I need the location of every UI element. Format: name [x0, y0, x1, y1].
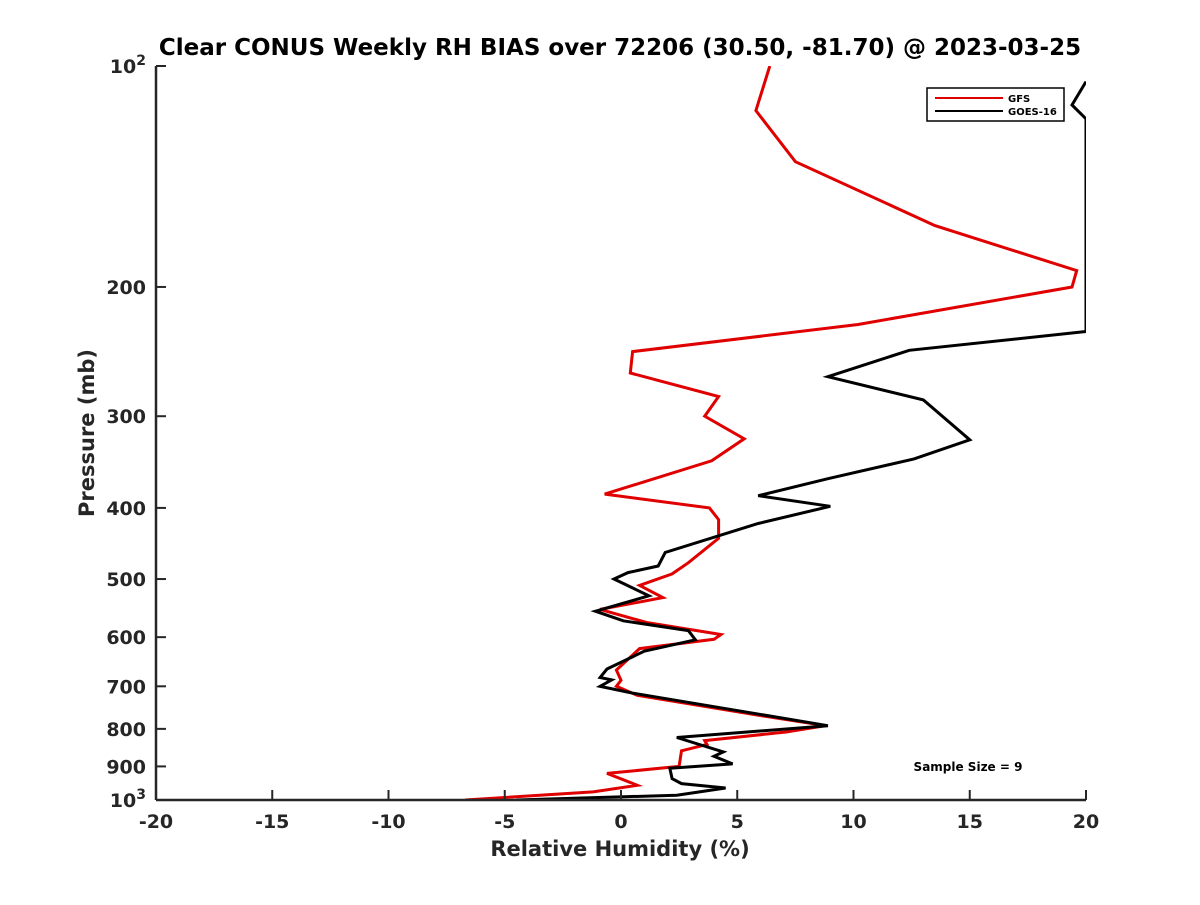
legend-label-gfs: GFS: [1008, 94, 1030, 105]
legend-label-goes16: GOES-16: [1008, 107, 1057, 118]
x-ticks: -20 -15 -10 -5 0 5 10 15 20: [139, 790, 1099, 833]
x-tick-label: 5: [731, 811, 744, 833]
y-tick-label: 700: [106, 676, 146, 698]
y-ticks: 102 200 300 400 500 600 700 800 900 103: [106, 53, 166, 812]
sample-size-annotation: Sample Size = 9: [914, 760, 1023, 774]
x-tick-label: -20: [139, 811, 173, 833]
y-tick-label: 400: [106, 498, 146, 520]
chart-title: Clear CONUS Weekly RH BIAS over 72206 (3…: [159, 35, 1081, 61]
y-axis-label: Pressure (mb): [75, 349, 99, 517]
x-tick-label: -5: [494, 811, 515, 833]
y-tick-label: 300: [106, 406, 146, 428]
y-tick-label: 200: [106, 277, 146, 299]
x-tick-label: 20: [1073, 811, 1099, 833]
y-tick-label: 600: [106, 627, 146, 649]
y-tick-label: 900: [106, 756, 146, 778]
y-tick-label: 103: [110, 787, 146, 812]
x-axis-label: Relative Humidity (%): [490, 837, 749, 861]
series-line-gfs: [465, 66, 1079, 800]
legend: GFS GOES-16: [926, 87, 1065, 122]
x-tick-label: 0: [614, 811, 627, 833]
y-tick-label: 500: [106, 569, 146, 591]
x-tick-label: -15: [255, 811, 289, 833]
series-line-goes16: [516, 80, 1086, 800]
plot-lines: [465, 66, 1086, 800]
x-tick-label: 15: [957, 811, 983, 833]
legend-box: [926, 87, 1065, 122]
x-tick-label: -10: [371, 811, 405, 833]
x-tick-label: 10: [840, 811, 866, 833]
y-tick-label: 102: [110, 53, 146, 78]
y-tick-label: 800: [106, 719, 146, 741]
